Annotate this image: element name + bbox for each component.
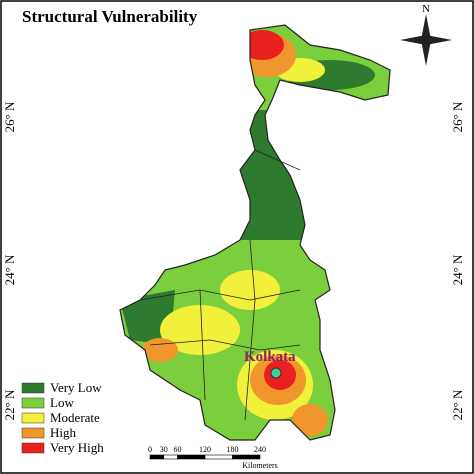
scale-tick-label: 60 (174, 445, 182, 454)
legend-label: Very High (50, 440, 104, 455)
scale-segment (232, 454, 261, 460)
latitude-labels: 26° N 26° N 24° N 24° N 22° N 22° N (2, 101, 465, 420)
north-arrow: N (400, 3, 452, 66)
legend-label: High (50, 425, 77, 440)
latitude-label: 22° N (450, 389, 465, 420)
scale-tick-label: 120 (199, 445, 211, 454)
legend-swatch (21, 427, 45, 439)
map-title: Structural Vulnerability (22, 7, 198, 26)
scale-bar: 0 30 60 120 180 240 Kilometers (148, 445, 278, 470)
latitude-label: 24° N (450, 254, 465, 285)
district-boundaries (139, 149, 301, 421)
scale-tick-label: 0 (148, 445, 152, 454)
scale-tick-label: 180 (227, 445, 239, 454)
legend-swatch (21, 382, 45, 394)
scale-segment (204, 454, 233, 460)
scale-tick-label: 30 (160, 445, 168, 454)
north-label: N (422, 3, 430, 15)
scale-tick-label: 240 (254, 445, 266, 454)
latitude-label: 24° N (2, 254, 17, 285)
city-marker (270, 367, 282, 379)
latitude-label: 22° N (2, 389, 17, 420)
scale-segment (177, 454, 206, 460)
legend-swatch (21, 397, 45, 409)
scale-segment (149, 454, 165, 460)
legend-label: Low (50, 395, 74, 410)
latitude-label: 26° N (450, 101, 465, 132)
city-label: Kolkata (244, 349, 296, 365)
legend-label: Moderate (50, 410, 100, 425)
scale-unit: Kilometers (242, 461, 278, 470)
legend-swatch (21, 442, 45, 454)
state-boundary (119, 24, 391, 441)
scale-segment (163, 454, 178, 460)
legend-swatch (21, 412, 45, 424)
latitude-label: 26° N (2, 101, 17, 132)
legend-label: Very Low (50, 380, 102, 395)
